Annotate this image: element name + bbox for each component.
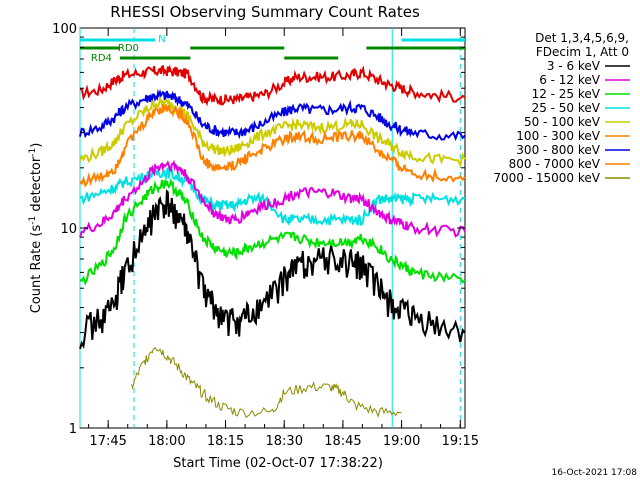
legend-entry-label: 7000 - 15000 keV xyxy=(493,171,600,185)
series-line xyxy=(79,159,466,238)
legend-entry-label: 12 - 25 keV xyxy=(532,87,601,101)
state-bars: N RD0 RD4 xyxy=(80,34,465,64)
state-label-rd4: RD4 xyxy=(91,53,112,64)
y-axis-label-main: Count Rate (s xyxy=(29,225,44,314)
y-tick-label: 100 xyxy=(52,22,77,37)
y-tick-label: 1 xyxy=(69,422,77,437)
y-tick-label: 10 xyxy=(60,222,77,237)
y-axis-label-sup1: -1 xyxy=(28,216,38,225)
state-label-n: N xyxy=(158,34,165,45)
x-tick-label: 17:45 xyxy=(89,434,126,449)
series-line xyxy=(79,95,466,168)
legend-entry-label: 800 - 7000 keV xyxy=(509,157,601,171)
legend: Det 1,3,4,5,6,9, FDecim 1, Att 0 3 - 6 k… xyxy=(493,31,630,185)
legend-entry-label: 50 - 100 keV xyxy=(524,115,601,129)
y-axis-label-end: ) xyxy=(29,143,44,148)
series-line xyxy=(79,188,466,350)
y-axis-label-mid: detector xyxy=(29,156,44,216)
legend-entry-label: 3 - 6 keV xyxy=(547,59,601,73)
y-ticks: 1 10 100 xyxy=(52,22,465,437)
legend-header-line1: Det 1,3,4,5,6,9, xyxy=(535,31,629,45)
legend-entry-label: 25 - 50 keV xyxy=(532,101,601,115)
x-tick-label: 19:15 xyxy=(442,434,479,449)
legend-header-line2: FDecim 1, Att 0 xyxy=(536,45,629,59)
footer-timestamp: 16-Oct-2021 17:08 xyxy=(552,468,638,478)
x-tick-label: 18:15 xyxy=(207,434,244,449)
series-line xyxy=(79,64,466,107)
series-group xyxy=(79,64,466,419)
x-tick-label: 18:30 xyxy=(266,434,303,449)
series-line xyxy=(79,177,466,286)
y-axis-label-sup2: -1 xyxy=(28,148,38,157)
x-ticks: 17:45 18:00 18:15 18:30 18:45 19:00 19:15 xyxy=(88,28,479,449)
legend-entry-label: 100 - 300 keV xyxy=(516,129,600,143)
x-tick-label: 18:00 xyxy=(148,434,185,449)
y-axis-label: Count Rate (s-1 detector-1) xyxy=(28,143,44,314)
x-axis-label: Start Time (02-Oct-07 17:38:22) xyxy=(173,456,383,471)
x-tick-label: 19:00 xyxy=(383,434,420,449)
legend-entry-label: 6 - 12 keV xyxy=(539,73,601,87)
x-tick-label: 18:45 xyxy=(324,434,361,449)
series-line xyxy=(131,346,402,419)
chart-title: RHESSI Observing Summary Count Rates xyxy=(110,3,420,21)
series-line xyxy=(79,89,466,142)
state-label-rd0: RD0 xyxy=(118,43,139,54)
series-line xyxy=(79,165,466,226)
series-line xyxy=(79,104,466,188)
legend-entry-label: 300 - 800 keV xyxy=(516,143,600,157)
